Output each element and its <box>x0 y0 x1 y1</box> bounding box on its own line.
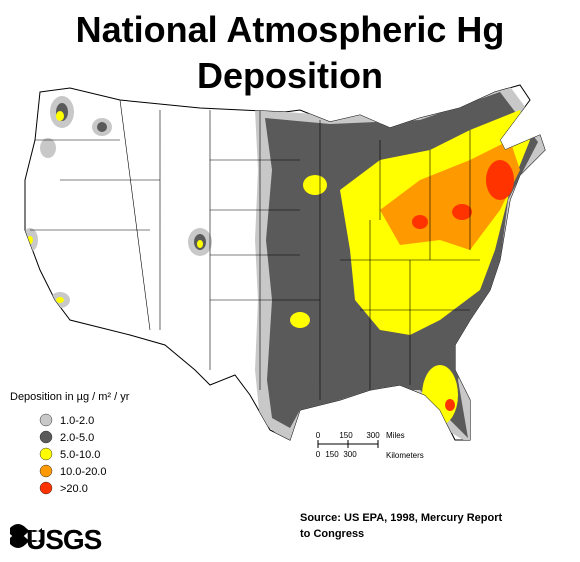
legend: 1.0-2.0 2.0-5.0 5.0-10.0 10.0-20.0 >20.0 <box>39 413 106 495</box>
deposition-area <box>412 215 428 229</box>
logo-text: USGS <box>26 524 102 555</box>
title-line: National Atmospheric Hg <box>76 9 505 50</box>
legend-swatch <box>39 447 53 461</box>
source-line: to Congress <box>300 528 364 540</box>
scale-label: 0 <box>316 450 321 459</box>
scale-unit: Miles <box>386 431 405 440</box>
scale-unit: Kilometers <box>386 451 424 460</box>
legend-swatch <box>39 413 53 427</box>
deposition-area <box>452 204 472 220</box>
legend-label: 10.0-20.0 <box>60 466 106 478</box>
legend-label: 2.0-5.0 <box>60 432 94 444</box>
scale-label: 150 <box>325 450 339 459</box>
legend-label: 1.0-2.0 <box>60 415 94 427</box>
deposition-area <box>303 175 327 195</box>
legend-swatch <box>39 464 53 478</box>
scale-label: 0 <box>316 431 321 440</box>
deposition-area <box>290 312 310 328</box>
scale-bar: 0 150 300 Miles 0 150 300 Kilometers <box>316 431 424 460</box>
logo-waves <box>10 524 42 548</box>
legend-title: Deposition in µg / m² / yr <box>10 391 130 403</box>
source-line: Source: US EPA, 1998, Mercury Report <box>300 512 502 524</box>
legend-swatch <box>39 430 53 444</box>
usgs-logo: USGS <box>10 524 103 555</box>
scale-label: 150 <box>339 431 353 440</box>
deposition-area <box>486 160 514 200</box>
state-borders <box>30 99 480 400</box>
legend-swatch <box>39 481 53 495</box>
deposition-area <box>197 240 203 248</box>
legend-label: 5.0-10.0 <box>60 449 100 461</box>
legend-label: >20.0 <box>60 483 88 495</box>
scale-label: 300 <box>343 450 357 459</box>
deposition-area <box>40 138 56 158</box>
deposition-area <box>56 111 64 121</box>
deposition-area <box>56 297 64 303</box>
deposition-area <box>27 236 33 244</box>
scale-label: 300 <box>366 431 380 440</box>
title-line: Deposition <box>197 55 383 96</box>
us-map <box>24 84 546 441</box>
deposition-area <box>445 399 455 411</box>
deposition-area <box>97 122 107 132</box>
deposition-area <box>422 365 458 425</box>
